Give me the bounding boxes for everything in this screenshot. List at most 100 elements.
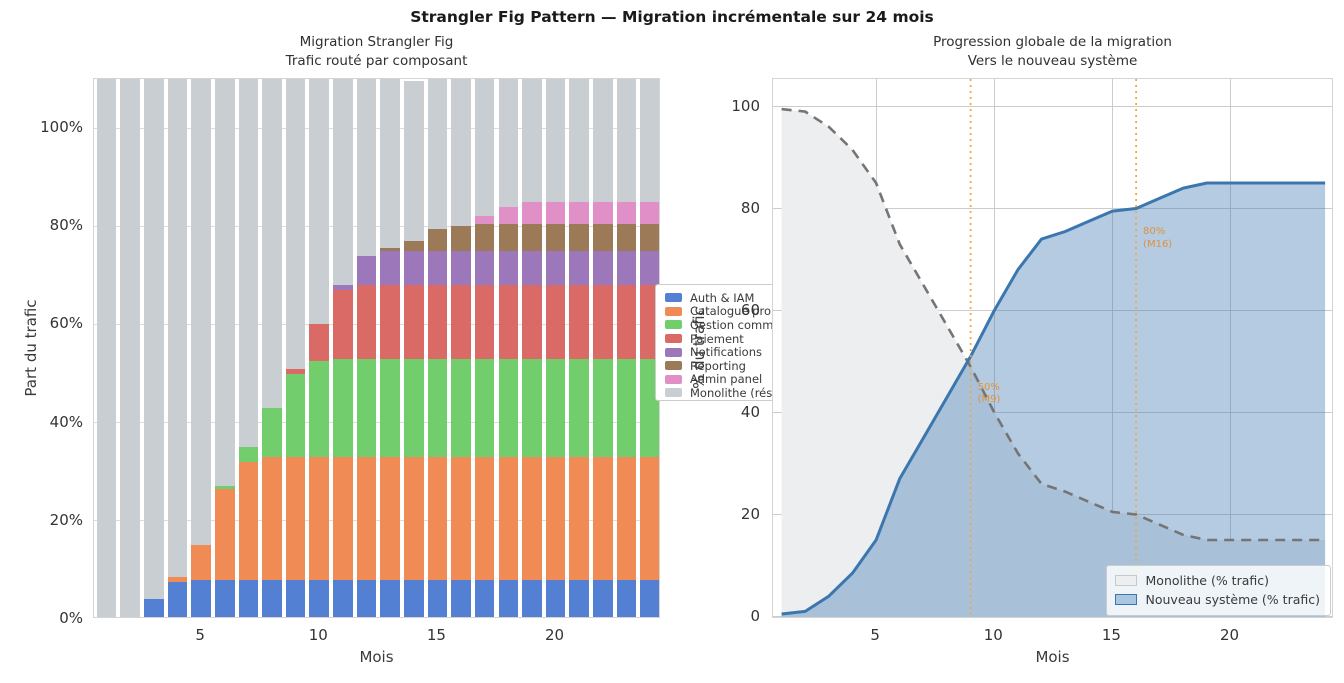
bar-segment — [403, 241, 424, 251]
bar-segment — [262, 407, 282, 457]
bar-segment — [569, 201, 589, 224]
legend-item: Auth & IAM — [665, 291, 790, 305]
annotation-line1: 80% — [1143, 226, 1166, 238]
y-tick-label: 60 — [740, 300, 760, 319]
y-tick-label: 100% — [40, 118, 83, 137]
y-tick-label: 0% — [59, 609, 83, 627]
bar-segment — [498, 250, 519, 286]
bar-segment — [569, 457, 589, 580]
right-chart-title: Progression globale de la migration Vers… — [772, 33, 1333, 71]
bar-segment — [522, 579, 542, 617]
bar-segment — [451, 579, 471, 617]
right-plot-area: Monolithe (% trafic) Nouveau système (% t… — [772, 78, 1333, 618]
bar-segment — [569, 79, 589, 202]
bar-segment — [333, 285, 353, 291]
legend-label: Notifications — [690, 345, 762, 360]
bar-segment — [640, 358, 659, 457]
bar-segment — [191, 79, 211, 546]
bar-segment — [333, 358, 353, 457]
bar-segment — [498, 223, 519, 251]
gridline-h — [94, 520, 659, 522]
legend-label: Reporting — [690, 358, 746, 373]
legend-swatch — [665, 374, 682, 384]
x-tick-label: 5 — [195, 626, 205, 644]
bar-segment — [498, 285, 519, 359]
annotation-line2: (M16) — [1143, 238, 1173, 250]
legend-swatch — [1114, 575, 1137, 586]
x-tick-label: 5 — [870, 626, 880, 644]
right-chart-title-line1: Progression globale de la migration — [933, 34, 1172, 50]
bar-segment — [616, 358, 637, 457]
bar-segment — [403, 579, 424, 617]
bar-segment — [380, 248, 400, 251]
bar-segment — [144, 79, 164, 600]
x-tick-label: 10 — [308, 626, 328, 644]
bar-segment — [474, 457, 495, 580]
legend-label: Monolithe (rés — [690, 385, 773, 400]
legend-item: Nouveau système (% trafic) — [1114, 590, 1320, 609]
monolithe-area — [781, 109, 1326, 617]
legend-item: Reporting — [665, 359, 790, 373]
y-tick-label: 0 — [750, 606, 760, 625]
bar-segment — [427, 285, 448, 359]
bar-segment — [333, 290, 353, 359]
y-tick-label: 60% — [49, 314, 83, 333]
bar-segment — [593, 285, 613, 359]
bar-segment — [498, 79, 519, 207]
gridline-h — [773, 106, 1332, 107]
legend-label: Nouveau système (% trafic) — [1145, 592, 1320, 607]
bar-segment — [545, 79, 566, 202]
bar-segment — [640, 223, 659, 251]
legend-label: Gestion comm — [690, 317, 774, 332]
bar-segment — [474, 250, 495, 286]
gridline-h — [94, 127, 659, 129]
bar-segment — [356, 579, 377, 617]
bar-segment — [545, 285, 566, 359]
bar-segment — [309, 457, 330, 580]
bar-segment — [640, 457, 659, 580]
bar-segment — [120, 616, 141, 617]
right-chart-legend: Monolithe (% trafic) Nouveau système (% t… — [1105, 565, 1331, 616]
x-tick-label: 15 — [426, 626, 446, 644]
legend-swatch — [665, 293, 682, 303]
bar-segment — [238, 79, 259, 448]
bar-segment — [427, 228, 448, 251]
bar-segment — [285, 79, 306, 369]
y-tick-label: 40% — [49, 412, 83, 431]
left-x-axis-label: Mois — [359, 648, 394, 666]
bar-segment — [522, 285, 542, 359]
legend-label: Auth & IAM — [690, 290, 755, 305]
x-tick-label: 10 — [983, 626, 1003, 644]
bar-segment — [474, 216, 495, 224]
legend-label: Monolithe (% trafic) — [1145, 573, 1270, 588]
gridline-h — [773, 412, 1332, 413]
legend-swatch — [665, 320, 682, 330]
bar-segment — [380, 457, 400, 580]
x-tick-label: 15 — [1101, 626, 1121, 644]
gridline-h — [94, 422, 659, 424]
bar-segment — [167, 577, 188, 583]
bar-segment — [309, 79, 330, 325]
gridline-h — [773, 208, 1332, 209]
bar-segment — [356, 255, 377, 286]
bar-segment — [309, 324, 330, 362]
bar-segment — [238, 447, 259, 462]
bar-segment — [262, 457, 282, 580]
bar-segment — [451, 457, 471, 580]
bar-segment — [309, 579, 330, 617]
bar-segment — [593, 223, 613, 251]
legend-label: Catalogue pro — [690, 304, 771, 319]
bar-segment — [380, 579, 400, 617]
x-tick-label: 20 — [545, 626, 565, 644]
bar-segment — [403, 250, 424, 286]
legend-item: Monolithe (rés — [665, 386, 790, 400]
bar-segment — [593, 201, 613, 224]
bar-segment — [356, 358, 377, 457]
bar-segment — [640, 201, 659, 224]
bar-segment — [356, 285, 377, 359]
left-chart-title-line2: Trafic routé par composant — [285, 53, 468, 69]
right-y-axis-label: % du trafic — [690, 307, 708, 389]
bar-segment — [616, 285, 637, 359]
legend-swatch — [665, 388, 682, 398]
bar-segment — [616, 223, 637, 251]
